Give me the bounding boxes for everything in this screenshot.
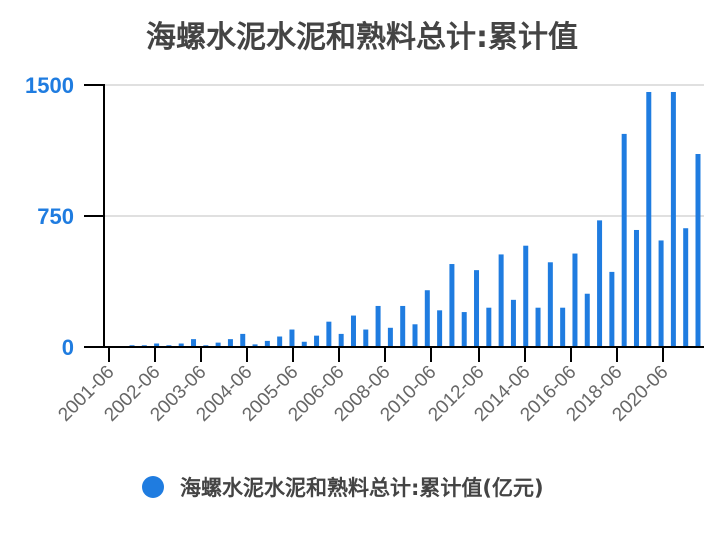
bar	[523, 245, 529, 347]
legend-marker-icon	[142, 476, 164, 498]
bar	[560, 307, 566, 347]
bar	[609, 271, 615, 347]
bar	[646, 91, 652, 347]
bar	[178, 343, 184, 347]
bar	[326, 321, 332, 347]
bar	[498, 254, 504, 347]
bar	[584, 293, 590, 347]
bar	[474, 270, 480, 347]
y-tick-label: 1500	[25, 73, 74, 98]
bar	[240, 333, 246, 347]
bar	[289, 329, 295, 347]
bar	[437, 310, 443, 347]
bar	[400, 305, 406, 347]
bar	[387, 327, 393, 347]
bar	[633, 229, 639, 347]
bar	[154, 343, 160, 347]
bar	[264, 340, 270, 347]
bar	[375, 305, 381, 347]
y-tick-label: 750	[37, 204, 74, 229]
bar	[301, 341, 307, 347]
bar	[252, 344, 258, 347]
bar	[277, 336, 283, 347]
bar	[535, 307, 541, 347]
bar	[547, 262, 553, 347]
legend-label: 海螺水泥水泥和熟料总计:累计值(亿元)	[180, 476, 544, 500]
bar	[350, 315, 356, 347]
bar	[597, 220, 603, 347]
bar	[621, 133, 627, 347]
bar	[461, 312, 467, 347]
legend[interactable]: 海螺水泥水泥和熟料总计:累计值(亿元)	[142, 472, 544, 502]
bar	[191, 339, 197, 347]
bar	[314, 335, 320, 347]
bar	[658, 240, 664, 347]
bar	[227, 339, 233, 347]
bar	[338, 333, 344, 347]
chart-title: 海螺水泥水泥和熟料总计:累计值	[146, 20, 578, 55]
bar	[215, 342, 221, 347]
bar	[670, 91, 676, 347]
bar	[424, 290, 430, 347]
bar	[572, 253, 578, 347]
bar	[486, 307, 492, 347]
bar	[510, 299, 516, 347]
bar	[683, 228, 689, 347]
bar	[449, 264, 455, 347]
bar	[412, 324, 418, 347]
bar	[695, 153, 701, 347]
y-tick-label: 0	[62, 335, 74, 360]
bar	[363, 329, 369, 347]
